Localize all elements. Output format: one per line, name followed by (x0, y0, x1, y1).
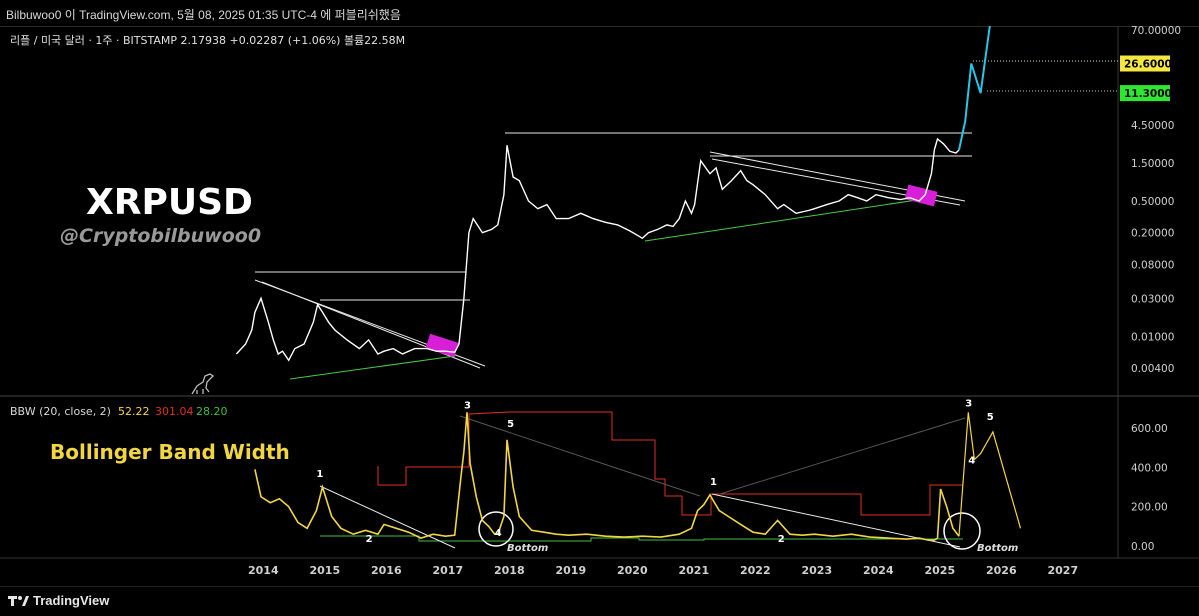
chart-marks: 70.00000 4.50000 1.50000 0.50000 0.20000 0.08… (248, 25, 1181, 577)
bottom-label-2025: Bottom (977, 543, 1018, 554)
time-axis-tick-label: 2024 (863, 564, 894, 577)
bbw-axis-tick-label: 600.00 (1131, 423, 1168, 435)
bbw-trendline-3 (459, 415, 701, 497)
time-axis-tick-label: 2025 (925, 564, 956, 577)
dinosaur-icon (191, 373, 215, 395)
time-axis-tick-label: 2026 (986, 564, 1017, 577)
wave-count-label: 2 (366, 534, 373, 545)
price-axis-tick-label: 0.03000 (1131, 293, 1174, 305)
time-axis-tick-label: 2017 (433, 564, 464, 577)
price-axis-tick-label: 0.50000 (1131, 196, 1174, 208)
wave-count-label: 1 (316, 469, 323, 480)
time-axis-tick-label: 2015 (310, 564, 341, 577)
bottom-label-2018: Bottom (507, 543, 548, 554)
wave-count-label: 4 (495, 528, 502, 539)
publish-header: Bilbuwoo0 이 TradingView.com, 5월 08, 2025… (0, 0, 1199, 27)
bbw-projection-line (958, 412, 1022, 537)
price-axis-tick-label: 0.08000 (1131, 259, 1174, 271)
price-series-line (235, 137, 960, 362)
bbw-legend-value-1: 52.22 (118, 405, 150, 418)
bbw-trendline-4 (719, 417, 966, 495)
footer: TradingView (0, 586, 1199, 616)
time-axis-tick-label: 2021 (679, 564, 710, 577)
price-label-box (1120, 55, 1170, 72)
wave-count-label: 5 (987, 412, 994, 423)
price-axis-tick-label: 0.01000 (1131, 331, 1174, 343)
price-axis-tick-label: 1.50000 (1131, 158, 1174, 170)
time-axis-tick-label: 2019 (556, 564, 587, 577)
time-axis-tick-label: 2014 (248, 564, 279, 577)
chart-title: XRPUSD (86, 182, 253, 223)
time-axis-tick-label: 2027 (1048, 564, 1079, 577)
bbw-trendline-1 (319, 485, 456, 549)
wave-count-label: 3 (464, 400, 471, 411)
bbw-legend-value-2: 301.04 (155, 405, 194, 418)
price-axis-tick-label: 4.50000 (1131, 120, 1174, 132)
tradingview-logo-icon (8, 596, 29, 606)
price-label-box (1120, 85, 1170, 102)
tradingview-brand: TradingView (33, 593, 110, 608)
chart-area[interactable]: 리플 / 미국 달러 · 1주 · BITSTAMP 2.17938 +0.02… (0, 25, 1199, 586)
wave-count-label: 3 (965, 398, 972, 409)
time-axis-tick-label: 2020 (617, 564, 648, 577)
price-axis-tick-label: 0.00400 (1131, 363, 1174, 375)
wave-count-label: 2 (778, 534, 785, 545)
time-axis-tick-label: 2016 (371, 564, 402, 577)
chart-svg[interactable]: 리플 / 미국 달러 · 1주 · BITSTAMP 2.17938 +0.02… (0, 25, 1199, 586)
wave-count-label: 1 (710, 477, 717, 488)
price-projection-line (958, 25, 991, 151)
symbol-legend: 리플 / 미국 달러 · 1주 · BITSTAMP 2.17938 +0.02… (10, 34, 405, 47)
bbw-series-line (254, 412, 960, 541)
price-label-text: 11.30000 (1124, 88, 1179, 100)
bbw-annotations (319, 411, 981, 550)
time-axis-tick-label: 2023 (802, 564, 833, 577)
wedge-top-line-2 (261, 281, 481, 369)
time-axis-tick-label: 2022 (740, 564, 771, 577)
bbw-axis-tick-label: 0.00 (1131, 541, 1154, 553)
publish-line: Bilbuwoo0 이 TradingView.com, 5월 08, 2025… (6, 8, 401, 22)
bottom-circle-2025 (943, 512, 981, 550)
price-axis-tick-label: 0.20000 (1131, 228, 1174, 240)
bbw-legend-value-3: 28.20 (196, 405, 228, 418)
price-axis-tick-label: 70.00000 (1131, 26, 1181, 37)
indicator-title: Bollinger Band Width (50, 440, 290, 464)
support-line-2020 (644, 197, 931, 242)
price-annotations (254, 60, 1118, 380)
bottom-circle-2018 (478, 511, 514, 547)
breakout-highlight-2024 (904, 184, 938, 207)
bbw-high-band (377, 411, 963, 516)
bbw-low-band (320, 535, 963, 542)
price-label-text: 26.60000 (1124, 59, 1179, 71)
wave-count-label: 4 (968, 455, 975, 466)
bbw-legend-name: BBW (20, close, 2) (10, 405, 111, 418)
support-line-2014 (289, 355, 456, 380)
bbw-axis-tick-label: 200.00 (1131, 502, 1168, 514)
wave-count-label: 5 (507, 419, 514, 430)
author-handle: @Cryptobilbuwoo0 (60, 225, 261, 247)
time-axis-tick-label: 2018 (494, 564, 525, 577)
bbw-axis-tick-label: 400.00 (1131, 462, 1168, 474)
breakout-highlight-2017 (425, 333, 459, 358)
